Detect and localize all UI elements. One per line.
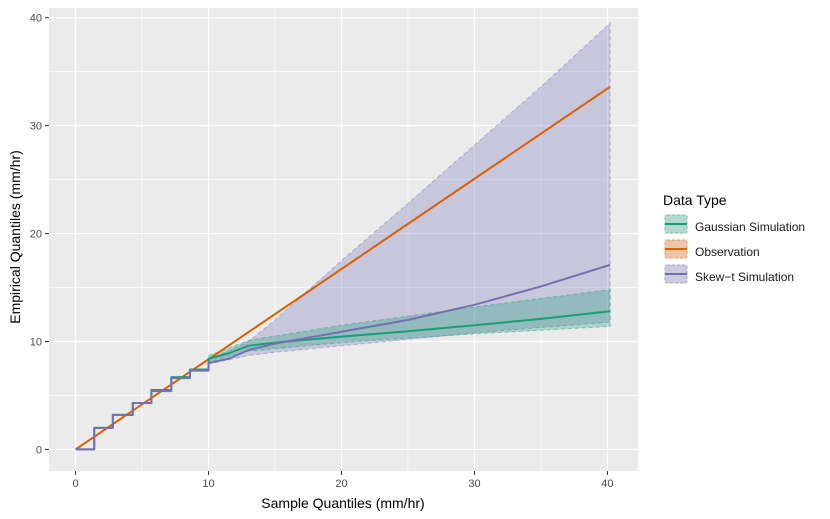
x-tick-label: 10 [202, 478, 214, 490]
axis-ticks [45, 17, 608, 475]
y-tick-label: 10 [30, 336, 42, 348]
line-observation [75, 85, 611, 451]
y-tick-label: 30 [30, 121, 42, 133]
x-axis-title: Sample Quantiles (mm/hr) [261, 495, 424, 511]
y-tick-label: 0 [36, 444, 42, 456]
major-gridlines [49, 8, 638, 471]
band-skew-t-simulation [208, 21, 611, 365]
x-tick-label: 40 [601, 478, 613, 490]
legend: Data Type Gaussian Simulation Observatio… [663, 192, 805, 284]
legend-label-observation: Observation [695, 245, 760, 259]
x-tick-labels: 0 10 20 30 40 [73, 478, 614, 490]
y-axis-title: Empirical Quantiles (mm/hr) [7, 150, 23, 323]
line-skew-t-simulation [75, 263, 611, 451]
x-tick-label: 30 [468, 478, 480, 490]
y-tick-labels: 0 10 20 30 40 [30, 13, 42, 457]
plot-panel [49, 8, 638, 471]
legend-label-skewt: Skew−t Simulation [695, 270, 794, 284]
legend-label-gaussian: Gaussian Simulation [695, 220, 805, 234]
series-lines [75, 85, 611, 451]
x-tick-label: 0 [73, 478, 79, 490]
y-tick-label: 40 [30, 13, 42, 25]
x-tick-label: 20 [335, 478, 347, 490]
legend-title: Data Type [663, 192, 727, 208]
y-tick-label: 20 [30, 229, 42, 241]
